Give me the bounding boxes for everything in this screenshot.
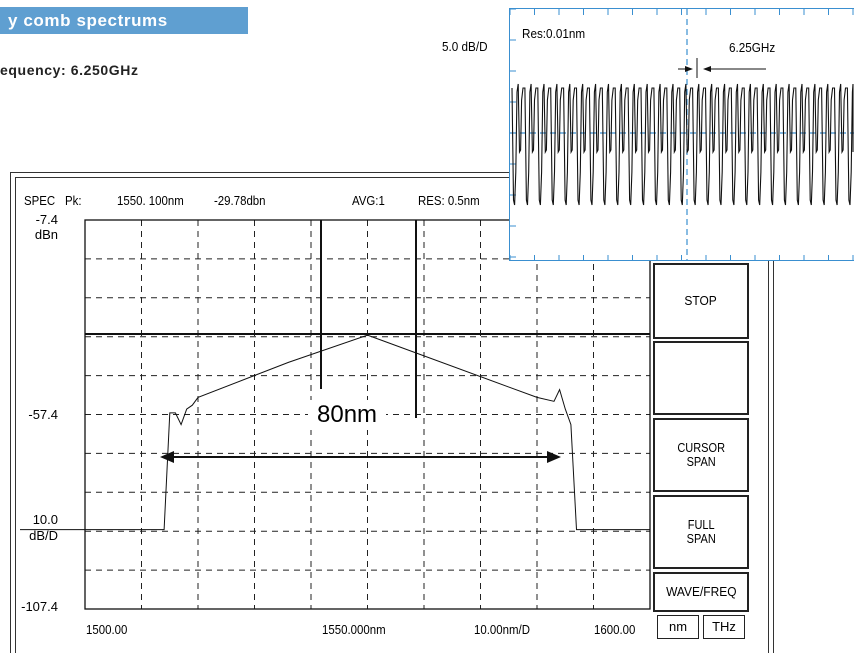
section-title-banner: y comb spectrums [0,7,248,34]
cursor-span-line1: CURSOR [677,440,725,455]
span-annotation-text: 80nm [317,401,378,428]
inset-scale-label: 5.0 dB/D [442,39,488,54]
nm-unit-label: nm [668,619,688,634]
thz-unit-button[interactable]: THz [703,615,745,639]
full-span-line1: FULL [687,517,715,532]
nm-unit-button[interactable]: nm [657,615,699,639]
x-center-label: 1550.000nm [322,622,386,637]
y-top-unit: dBn [34,227,58,242]
spacing-arrows [678,58,766,78]
plot-frame [84,219,651,610]
y-scale-unit: dB/D [29,528,58,543]
wave-freq-softkey[interactable]: WAVE/FREQ [653,572,749,612]
span-annotation: 80nm [308,400,387,430]
averaging-count: AVG:1 [352,193,385,208]
x-stop-label: 1600.00 [594,622,636,637]
peak-level: -29.78dbn [214,193,266,208]
peak-wavelength: 1550. 100nm [117,193,184,208]
y-scale-value: 10.0 [32,512,58,527]
resolution-bandwidth: RES: 0.5nm [418,193,480,208]
cursor-span-softkey[interactable]: CURSOR SPAN [653,418,749,492]
wave-freq-label: WAVE/FREQ [665,584,737,599]
comb-trace [511,83,854,206]
x-span-label: 10.00nm/D [474,622,530,637]
peak-label: Pk: [65,193,82,208]
comb-spacing-label: 6.25GHz [729,40,776,55]
cursor-span-line2: SPAN [686,454,716,469]
section-title: y comb spectrums [8,11,168,30]
blank-softkey[interactable] [653,341,749,415]
y-mid-value: -57.4 [28,407,58,422]
y-bottom-value: -107.4 [21,599,58,614]
spectrum-trace [20,334,650,531]
stop-softkey-label: STOP [684,293,718,308]
x-start-label: 1500.00 [86,622,128,637]
osa-display-inner [15,177,769,653]
full-span-softkey[interactable]: FULL SPAN [653,495,749,569]
stop-softkey[interactable]: STOP [653,263,749,339]
inset-resolution-label: Res:0.01nm [522,26,586,41]
mode-label: SPEC [24,193,56,208]
thz-unit-label: THz [712,619,736,634]
full-span-line2: SPAN [686,531,716,546]
span-arrow [160,451,561,463]
y-top-value: -7.4 [35,212,58,227]
plot-grid [85,220,650,609]
frequency-spacing-text: equency: 6.250GHz [0,62,139,78]
